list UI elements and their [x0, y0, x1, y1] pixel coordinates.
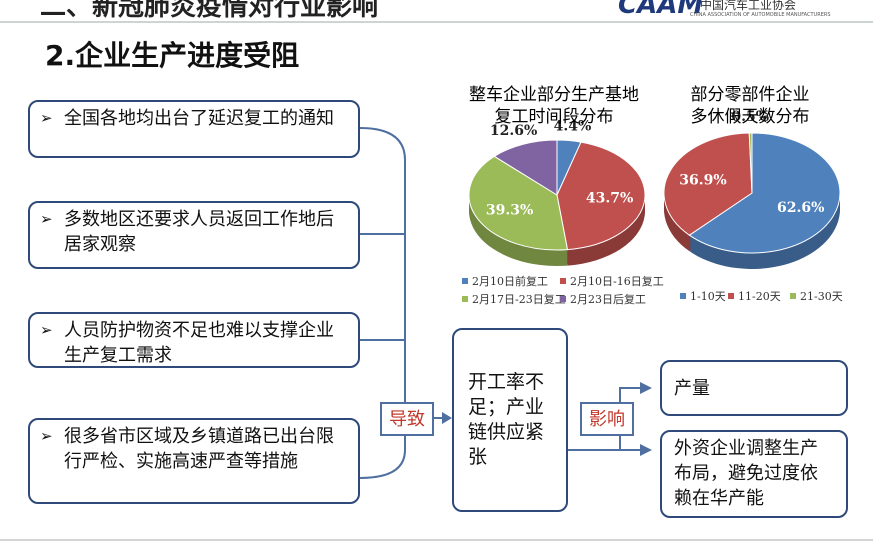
legend-label: 2月17日-23日复工: [472, 292, 566, 306]
pie-slice: [556, 141, 646, 251]
pie-slice: [493, 139, 558, 196]
pie-slice: [688, 132, 841, 254]
pie-slice: [663, 132, 753, 236]
logo: CAAM: [618, 0, 704, 20]
legend-label: 21-30天: [800, 290, 843, 303]
legend-label: 2月10日前复工: [472, 274, 548, 288]
legend-label: 2月23日后复工: [570, 292, 646, 306]
org-name: 中国汽车工业协会: [700, 0, 797, 12]
link-label: 影响: [580, 402, 634, 436]
legend-label: 11-20天: [738, 290, 781, 303]
pie-slice: [468, 155, 569, 251]
data-label: 39.3%: [486, 203, 533, 219]
org-name-en: CHINA ASSOCIATION OF AUTOMOBILE MANUFACT…: [690, 12, 831, 18]
cause-box: 多数地区还要求人员返回工作地后居家观察: [28, 201, 360, 269]
data-label: 43.7%: [586, 191, 633, 207]
legend-swatch: [560, 296, 566, 302]
chart-title: 整车企业部分生产基地复工时间段分布: [469, 85, 639, 127]
legend-swatch: [680, 293, 686, 299]
link-label: 导致: [380, 402, 434, 436]
legend-label: 1-10天: [690, 290, 726, 303]
legend-swatch: [728, 293, 734, 299]
effect-box: 产量: [660, 360, 848, 416]
legend-label: 2月10日-16日复工: [570, 274, 664, 288]
legend-swatch: [790, 293, 796, 299]
data-label: 62.6%: [777, 200, 824, 216]
chart-title: 部分零部件企业多休假天数分布: [690, 85, 810, 127]
effect-box: 外资企业调整生产布局，避免过度依赖在华产能: [660, 430, 848, 518]
data-label: 0.5%: [731, 109, 769, 125]
legend-swatch: [560, 278, 566, 284]
subtitle: 2.企业生产进度受阻: [45, 39, 300, 72]
pie-slice: [748, 132, 753, 194]
legend-swatch: [462, 278, 468, 284]
cause-box: 人员防护物资不足也难以支撑企业生产复工需求: [28, 312, 360, 368]
cause-box: 全国各地均出台了延迟复工的通知: [28, 100, 360, 158]
bracket: [359, 127, 450, 479]
data-label: 36.9%: [679, 173, 726, 189]
legend-swatch: [462, 296, 468, 302]
cause-box: 很多省市区域及乡镇道路已出台限行严检、实施高速严查等措施: [28, 418, 360, 504]
middle-box: 开工率不足；产业链供应紧张: [452, 328, 568, 512]
data-label: 12.6%: [490, 123, 537, 139]
data-label: 4.4%: [554, 118, 592, 134]
header-title: 二、新冠肺炎疫情对行业影响: [40, 0, 379, 22]
